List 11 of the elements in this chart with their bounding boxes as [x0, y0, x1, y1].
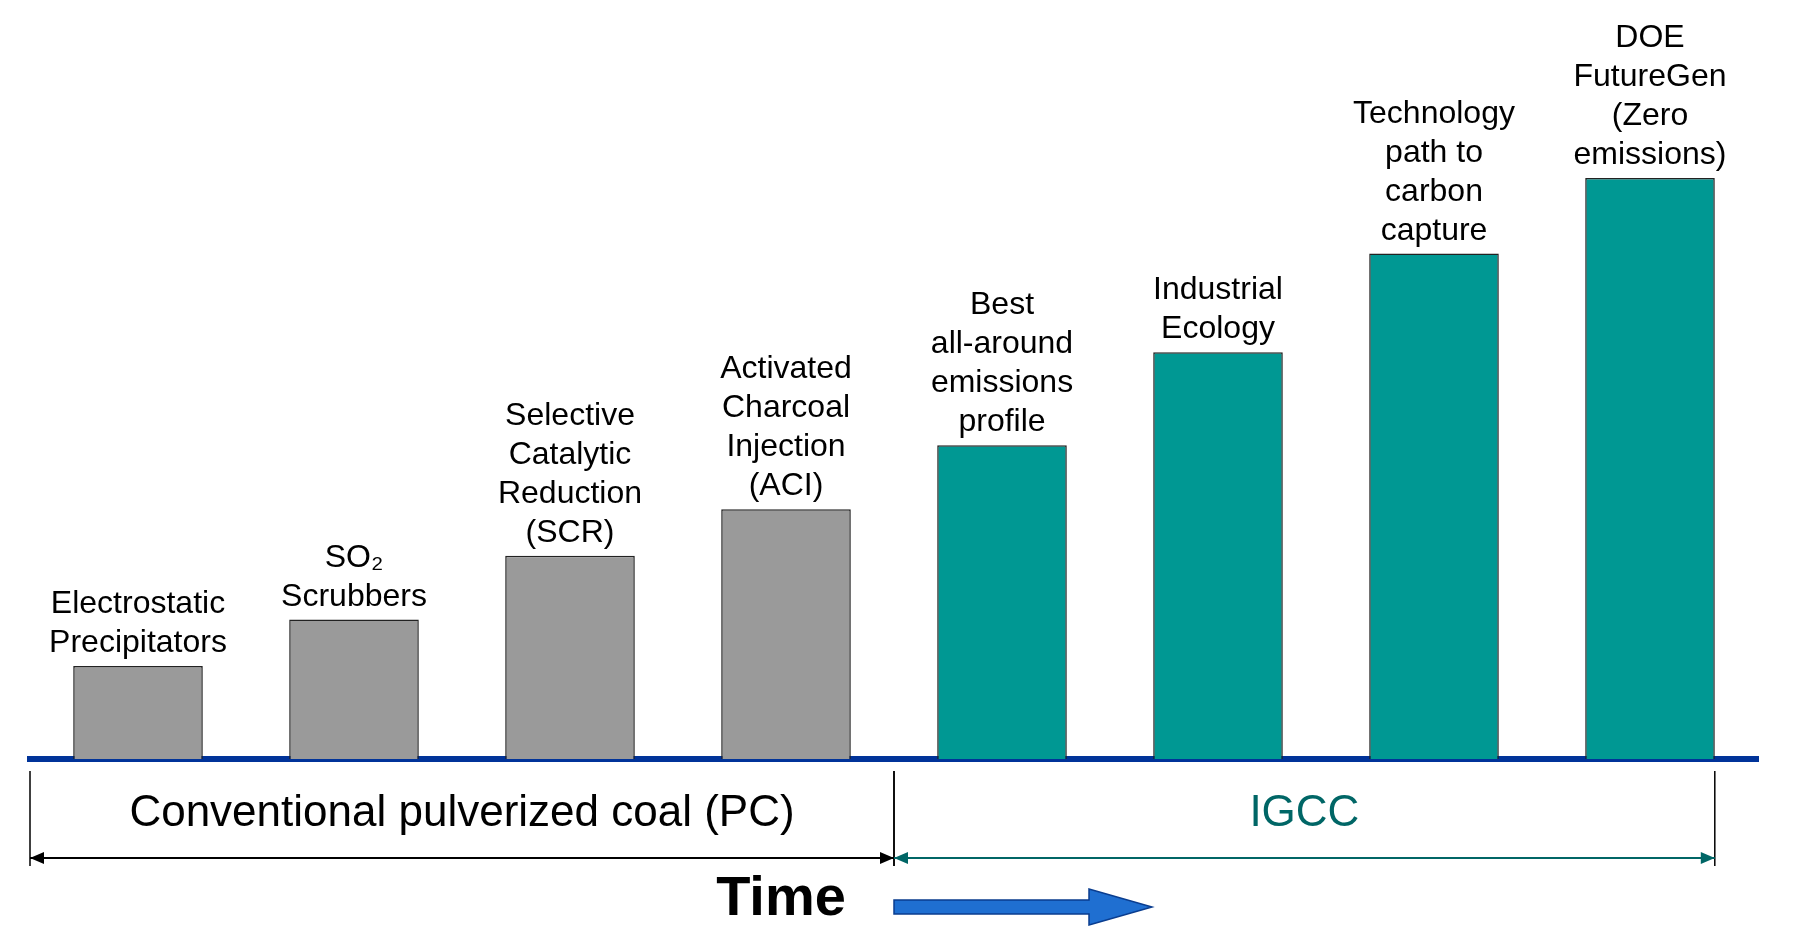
x-tick-label: Electrostatic Precipitators [49, 584, 227, 660]
text: Conventional pulverized coal (PC) [129, 786, 795, 836]
x-tick-label: Technology path to carbon capture [1353, 93, 1515, 247]
x-tick-label: DOE FutureGen (Zero emissions) [1573, 18, 1727, 171]
text: Time [716, 863, 846, 928]
text: IGCC [1249, 786, 1360, 836]
x-tick-label: Selective Catalytic Reduction (SCR) [497, 395, 643, 549]
x-tick-label: Industrial Ecology [1153, 270, 1283, 346]
x-tick-label: Activated Charcoal Injection (ACI) [720, 349, 852, 503]
x-tick-label: SO₂ Scrubbers [281, 537, 427, 613]
x-tick-label: Best all-around emissions profile [930, 285, 1074, 439]
